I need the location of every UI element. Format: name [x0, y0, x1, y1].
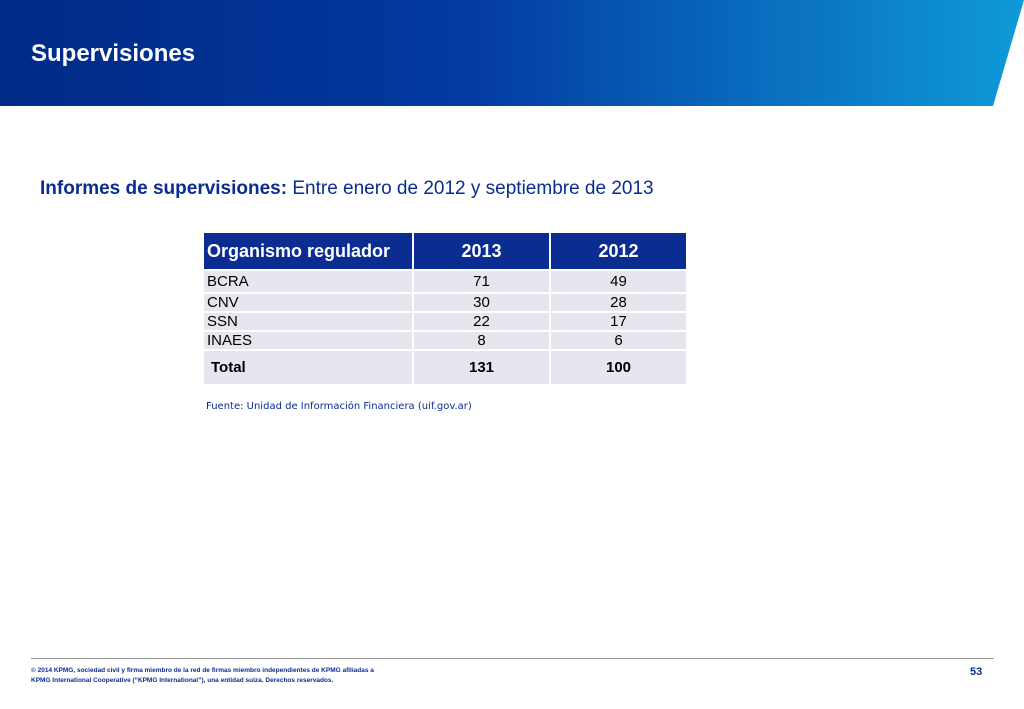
column-header-2012: 2012	[551, 233, 686, 269]
subtitle-label: Informes de supervisiones:	[40, 178, 288, 199]
table-row: CNV 30 28	[204, 294, 686, 311]
total-2012: 100	[551, 351, 686, 384]
footer-divider	[31, 658, 994, 659]
row-value-2013: 22	[414, 313, 549, 330]
column-header-2013: 2013	[414, 233, 549, 269]
row-organismo: BCRA	[204, 271, 412, 292]
supervisions-table: Organismo regulador 2013 2012 BCRA 71 49…	[202, 231, 688, 386]
row-organismo: CNV	[204, 294, 412, 311]
subtitle: Informes de supervisiones: Entre enero d…	[40, 178, 654, 200]
row-value-2013: 30	[414, 294, 549, 311]
table-row: BCRA 71 49	[204, 271, 686, 292]
total-label: Total	[204, 351, 412, 384]
row-value-2013: 71	[414, 271, 549, 292]
slide-title: Supervisiones	[31, 40, 196, 67]
row-value-2012: 49	[551, 271, 686, 292]
table-header-row: Organismo regulador 2013 2012	[204, 233, 686, 269]
row-value-2012: 17	[551, 313, 686, 330]
copyright-notice: © 2014 KPMG, sociedad civil y firma miem…	[31, 666, 491, 686]
subtitle-text: Entre enero de 2012 y septiembre de 2013	[287, 178, 654, 199]
total-2013: 131	[414, 351, 549, 384]
row-organismo: SSN	[204, 313, 412, 330]
row-value-2012: 28	[551, 294, 686, 311]
row-organismo: INAES	[204, 332, 412, 349]
row-value-2013: 8	[414, 332, 549, 349]
column-header-organismo: Organismo regulador	[204, 233, 412, 269]
copyright-line-2: KPMG International Cooperative (“KPMG In…	[31, 677, 334, 684]
table-row: INAES 8 6	[204, 332, 686, 349]
table-row: SSN 22 17	[204, 313, 686, 330]
table-total-row: Total 131 100	[204, 351, 686, 384]
row-value-2012: 6	[551, 332, 686, 349]
header-banner: Supervisiones	[0, 0, 1024, 106]
page-number: 53	[970, 666, 983, 678]
banner-gradient-shape	[0, 0, 1024, 106]
copyright-line-1: © 2014 KPMG, sociedad civil y firma miem…	[31, 667, 374, 674]
source-note: Fuente: Unidad de Información Financiera…	[206, 401, 472, 412]
